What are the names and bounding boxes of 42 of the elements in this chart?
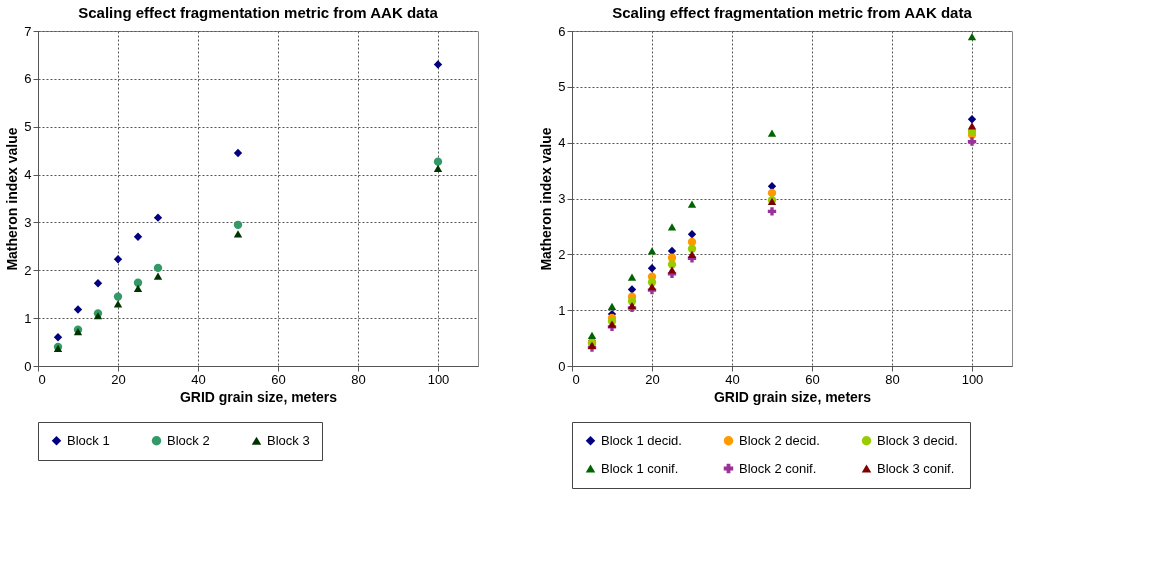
y-tick-label: 0 xyxy=(558,358,566,374)
y-tick-label: 1 xyxy=(558,302,566,318)
x-axis-title: GRID grain size, meters xyxy=(713,388,872,405)
x-tick-label: 0 xyxy=(38,371,46,387)
legend-label: Block 3 xyxy=(267,432,310,448)
x-axis-title: GRID grain size, meters xyxy=(179,388,338,405)
legend-label: Block 3 conif. xyxy=(877,460,955,476)
legend-label: Block 1 conif. xyxy=(601,460,679,476)
y-tick-label: 2 xyxy=(24,262,32,278)
legend-label: Block 2 decid. xyxy=(739,432,820,448)
legend-label: Block 2 conif. xyxy=(739,460,817,476)
y-tick-label: 2 xyxy=(558,246,566,262)
x-tick-label: 60 xyxy=(271,371,286,387)
y-tick-label: 1 xyxy=(24,310,32,326)
y-tick-label: 4 xyxy=(558,135,566,151)
y-tick-label: 6 xyxy=(24,71,32,87)
x-tick-label: 80 xyxy=(885,371,900,387)
x-tick-label: 0 xyxy=(572,371,580,387)
y-tick-label: 4 xyxy=(24,167,32,183)
x-tick-label: 40 xyxy=(191,371,206,387)
legend-label: Block 1 decid. xyxy=(601,432,682,448)
x-tick-label: 20 xyxy=(645,371,660,387)
legend-label: Block 3 decid. xyxy=(877,432,958,448)
x-tick-label: 100 xyxy=(427,371,450,387)
y-tick-label: 3 xyxy=(558,191,566,206)
y-axis-title: Matheron index value xyxy=(4,127,21,271)
x-tick-label: 40 xyxy=(725,371,740,387)
x-tick-label: 20 xyxy=(111,371,126,387)
y-tick-label: 0 xyxy=(24,358,32,374)
y-tick-label: 5 xyxy=(24,119,32,135)
legend-label: Block 1 xyxy=(67,432,110,448)
x-tick-label: 80 xyxy=(351,371,366,387)
x-tick-label: 100 xyxy=(961,371,984,387)
y-tick-label: 7 xyxy=(24,23,32,39)
y-tick-label: 6 xyxy=(558,23,566,39)
y-tick-label: 3 xyxy=(24,214,32,230)
chart-title: Scaling effect fragmentation metric from AAK data xyxy=(612,4,973,21)
chart-title: Scaling effect fragmentation metric from AAK data xyxy=(78,4,439,21)
y-axis-title: Matheron index value xyxy=(538,127,555,271)
y-tick-label: 5 xyxy=(558,79,566,95)
x-tick-label: 60 xyxy=(805,371,820,387)
legend-label: Block 2 xyxy=(167,432,210,448)
